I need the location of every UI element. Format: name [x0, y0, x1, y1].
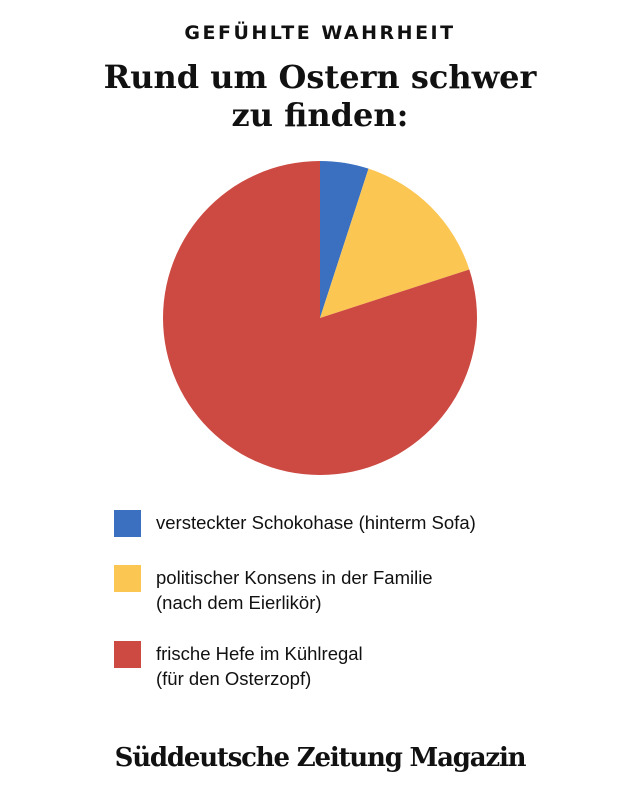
legend-label-line: politischer Konsens in der Familie: [156, 567, 433, 588]
legend-swatch: [114, 510, 141, 537]
legend-label-line: (nach dem Eierlikör): [156, 592, 322, 613]
brand-logo: Süddeutsche Zeitung Magazin: [114, 743, 527, 773]
legend-item: versteckter Schokohase (hinterm Sofa): [114, 510, 584, 537]
legend-label: versteckter Schokohase (hinterm Sofa): [156, 510, 584, 535]
pie-chart: [163, 161, 478, 476]
kicker-label: GEFÜHLTE WAHRHEIT: [184, 22, 456, 44]
chart-title-line-2: zu finden:: [231, 96, 409, 134]
pie-slice-0: [320, 161, 369, 318]
legend-item: frische Hefe im Kühlregal (für den Osterz…: [114, 641, 584, 691]
legend-label-line: frische Hefe im Kühlregal: [156, 643, 363, 664]
legend-label-line: (für den Osterzopf): [156, 668, 312, 689]
chart-legend: versteckter Schokohase (hinterm Sofa) pol…: [114, 510, 584, 717]
legend-label: politischer Konsens in der Familie (nach …: [156, 565, 584, 615]
legend-label: frische Hefe im Kühlregal (für den Osterz…: [156, 641, 584, 691]
pie-slice-2: [163, 161, 478, 476]
legend-swatch: [114, 565, 141, 592]
legend-swatch: [114, 641, 141, 668]
legend-item: politischer Konsens in der Familie (nach …: [114, 565, 584, 615]
pie-slice-1: [320, 168, 470, 318]
chart-title: Rund um Ostern schwer zu finden:: [60, 58, 580, 134]
legend-label-line: versteckter Schokohase (hinterm Sofa): [156, 512, 476, 533]
chart-title-line-1: Rund um Ostern schwer: [103, 58, 537, 96]
